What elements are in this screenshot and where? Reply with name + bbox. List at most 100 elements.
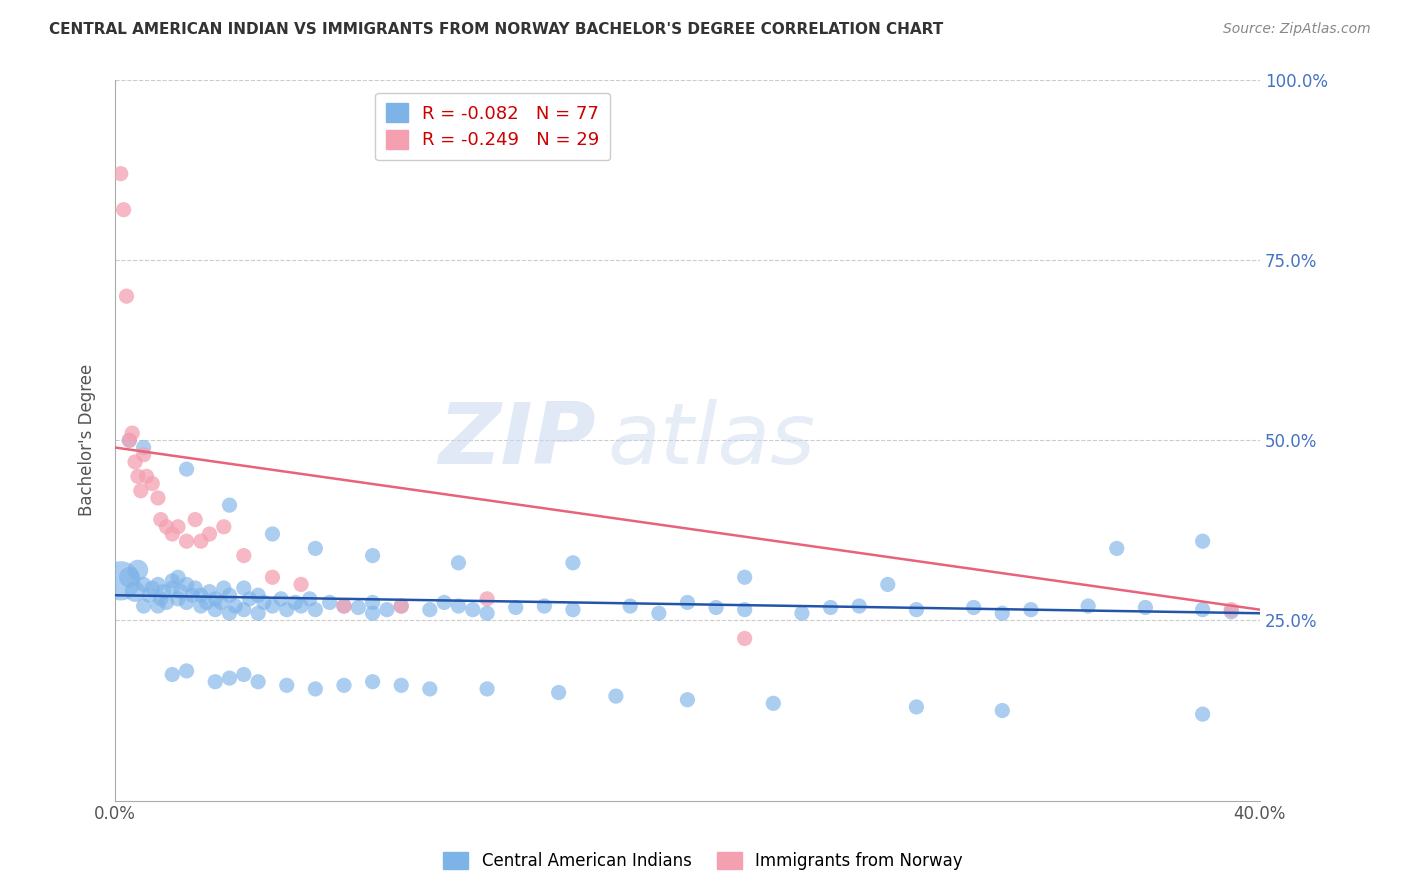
Point: [734, 602, 756, 616]
Point: [734, 632, 756, 646]
Point: [167, 591, 190, 606]
Point: [1220, 602, 1243, 616]
Point: [619, 599, 641, 613]
Point: [232, 581, 254, 595]
Point: [905, 602, 928, 616]
Point: [204, 674, 226, 689]
Point: [284, 595, 307, 609]
Point: [162, 574, 184, 588]
Point: [304, 602, 326, 616]
Point: [146, 491, 169, 505]
Point: [820, 600, 842, 615]
Point: [991, 704, 1014, 718]
Point: [184, 512, 207, 526]
Point: [290, 599, 312, 613]
Point: [176, 664, 198, 678]
Point: [127, 563, 149, 577]
Point: [447, 599, 470, 613]
Point: [190, 588, 212, 602]
Point: [118, 434, 141, 448]
Point: [790, 607, 813, 621]
Point: [167, 570, 190, 584]
Point: [361, 595, 384, 609]
Point: [110, 167, 132, 181]
Point: [132, 441, 155, 455]
Legend: Central American Indians, Immigrants from Norway: Central American Indians, Immigrants fro…: [437, 845, 969, 877]
Point: [876, 577, 898, 591]
Point: [162, 527, 184, 541]
Point: [963, 600, 986, 615]
Y-axis label: Bachelor's Degree: Bachelor's Degree: [79, 364, 96, 516]
Point: [212, 581, 235, 595]
Point: [124, 584, 146, 599]
Point: [232, 602, 254, 616]
Point: [195, 595, 218, 609]
Point: [198, 527, 221, 541]
Point: [375, 602, 398, 616]
Point: [212, 520, 235, 534]
Point: [232, 549, 254, 563]
Point: [262, 570, 284, 584]
Text: atlas: atlas: [607, 399, 815, 482]
Point: [1191, 602, 1213, 616]
Point: [461, 602, 484, 616]
Point: [112, 202, 135, 217]
Point: [170, 584, 193, 599]
Point: [389, 599, 412, 613]
Point: [141, 476, 163, 491]
Point: [146, 577, 169, 591]
Text: ZIP: ZIP: [439, 399, 596, 482]
Point: [135, 469, 157, 483]
Point: [167, 520, 190, 534]
Point: [1191, 534, 1213, 549]
Point: [253, 595, 276, 609]
Point: [162, 581, 184, 595]
Point: [118, 570, 141, 584]
Point: [127, 469, 149, 483]
Point: [304, 541, 326, 556]
Point: [132, 448, 155, 462]
Point: [1019, 602, 1042, 616]
Legend: R = -0.082   N = 77, R = -0.249   N = 29: R = -0.082 N = 77, R = -0.249 N = 29: [375, 93, 610, 161]
Point: [304, 681, 326, 696]
Point: [361, 674, 384, 689]
Point: [176, 595, 198, 609]
Point: [132, 577, 155, 591]
Point: [146, 599, 169, 613]
Point: [333, 678, 356, 692]
Point: [270, 591, 292, 606]
Point: [218, 607, 240, 621]
Point: [347, 600, 370, 615]
Point: [475, 607, 498, 621]
Point: [155, 520, 177, 534]
Point: [276, 678, 298, 692]
Point: [389, 599, 412, 613]
Point: [218, 498, 240, 512]
Point: [190, 599, 212, 613]
Point: [218, 671, 240, 685]
Point: [218, 588, 240, 602]
Point: [209, 595, 232, 609]
Point: [333, 599, 356, 613]
Point: [389, 678, 412, 692]
Point: [129, 483, 152, 498]
Point: [138, 588, 160, 602]
Point: [676, 595, 699, 609]
Point: [176, 577, 198, 591]
Point: [141, 581, 163, 595]
Point: [433, 595, 456, 609]
Point: [1191, 707, 1213, 722]
Point: [475, 681, 498, 696]
Point: [198, 584, 221, 599]
Point: [149, 512, 172, 526]
Point: [361, 607, 384, 621]
Point: [162, 667, 184, 681]
Text: CENTRAL AMERICAN INDIAN VS IMMIGRANTS FROM NORWAY BACHELOR'S DEGREE CORRELATION : CENTRAL AMERICAN INDIAN VS IMMIGRANTS FR…: [49, 22, 943, 37]
Point: [262, 527, 284, 541]
Point: [132, 599, 155, 613]
Point: [204, 591, 226, 606]
Point: [991, 607, 1014, 621]
Point: [1105, 541, 1128, 556]
Point: [204, 602, 226, 616]
Point: [247, 674, 270, 689]
